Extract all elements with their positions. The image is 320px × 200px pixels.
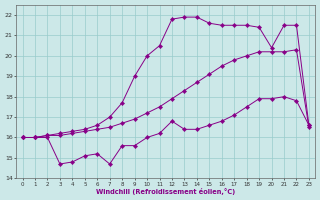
- X-axis label: Windchill (Refroidissement éolien,°C): Windchill (Refroidissement éolien,°C): [96, 188, 236, 195]
